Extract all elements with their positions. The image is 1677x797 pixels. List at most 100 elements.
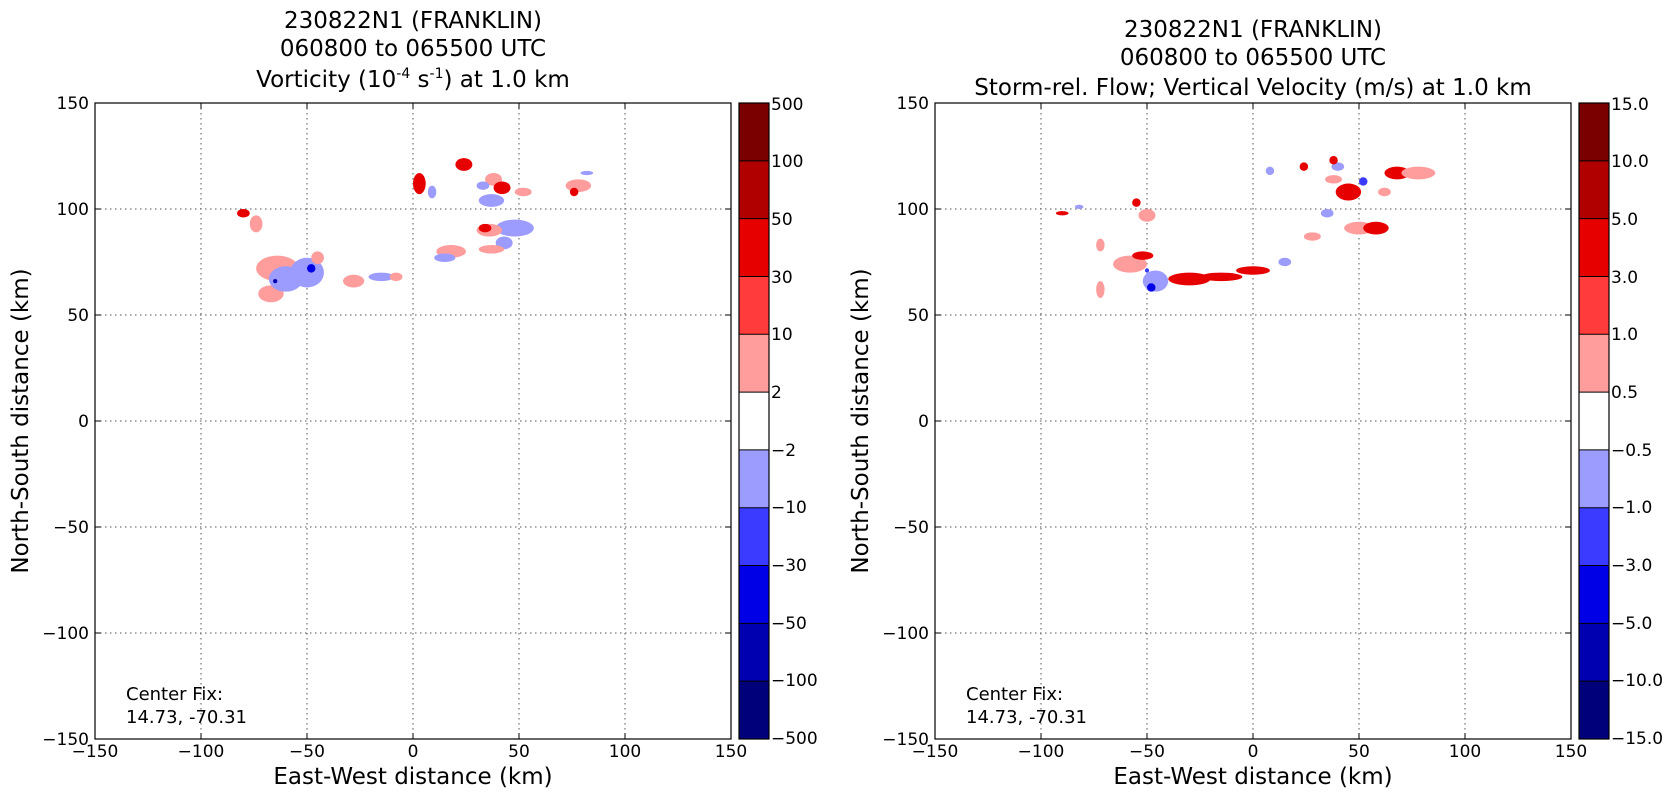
colorbar-frame: [1578, 102, 1610, 740]
colorbar-segment: [739, 160, 769, 219]
velocity-ytick: −150: [882, 730, 929, 750]
vorticity-title-sup2: -1: [430, 66, 444, 82]
velocity-xtick: 50: [1348, 742, 1370, 762]
vorticity-colorbar-label: 10: [771, 325, 793, 345]
vorticity-tick-marks: [94, 102, 732, 740]
velocity-title-line3: Storm-rel. Flow; Vertical Velocity (m/s)…: [974, 75, 1532, 101]
field-contour-blob: [1325, 175, 1343, 184]
vorticity-colorbar-label: −100: [771, 671, 818, 691]
field-contour-blob: [273, 278, 278, 284]
colorbar-frame: [738, 102, 770, 740]
field-contour-blob: [389, 272, 403, 282]
field-contour-blob: [368, 272, 394, 282]
colorbar-segment: [739, 334, 769, 393]
field-contour-blob: [455, 158, 473, 171]
velocity-ylabel: North-South distance (km): [848, 268, 874, 573]
field-contour-blob: [311, 251, 324, 265]
velocity-title-line1: 230822N1 (FRANKLIN): [1124, 17, 1382, 43]
field-contour-blob: [1265, 166, 1275, 176]
velocity-colorbar-label: 0.5: [1611, 383, 1638, 403]
field-contour-blob: [565, 179, 592, 193]
vorticity-ytick: −100: [42, 624, 89, 644]
vorticity-title-line2: 060800 to 065500 UTC: [280, 36, 546, 62]
vorticity-colorbar-label: 30: [771, 268, 793, 288]
velocity-colorbar-label: 15.0: [1611, 95, 1649, 115]
field-contour-blob: [1299, 162, 1309, 171]
vorticity-center-fix-value: 14.73, -70.31: [126, 707, 247, 728]
vertical-velocity-panel: 230822N1 (FRANKLIN) 060800 to 065500 UTC…: [848, 17, 1663, 790]
vorticity-title-sup1: -4: [396, 66, 410, 82]
field-contour-blob: [1331, 162, 1345, 171]
velocity-ytick: 100: [897, 200, 929, 220]
field-contour-blob: [495, 219, 534, 237]
field-contour-blob: [1278, 257, 1292, 267]
vorticity-xtick: −150: [72, 742, 119, 762]
colorbar-segment: [739, 507, 769, 566]
velocity-colorbar-label: −5.0: [1611, 614, 1652, 634]
vorticity-colorbar: [738, 102, 770, 740]
vorticity-xtick: 0: [408, 742, 419, 762]
vorticity-colorbar-label: 2: [771, 383, 782, 403]
velocity-colorbar-label: 5.0: [1611, 210, 1638, 230]
colorbar-segment: [1579, 103, 1609, 161]
field-contour-blob: [434, 253, 456, 262]
field-contour-blob: [1200, 272, 1243, 282]
colorbar-segment: [1579, 160, 1609, 219]
vorticity-xtick: 150: [715, 742, 747, 762]
velocity-colorbar: [1578, 102, 1610, 740]
field-contour-blob: [1132, 198, 1141, 207]
velocity-grid: [935, 103, 1571, 739]
vorticity-xtick: 50: [508, 742, 530, 762]
colorbar-segment: [739, 392, 769, 450]
vorticity-ytick: 150: [57, 94, 89, 114]
vorticity-colorbar-label: −30: [771, 556, 807, 576]
velocity-ytick: −50: [893, 518, 929, 538]
colorbar-segment: [1579, 218, 1609, 277]
vorticity-ytick: 0: [78, 412, 89, 432]
vorticity-xtick: −100: [178, 742, 225, 762]
colorbar-segment: [739, 681, 769, 739]
velocity-center-fix-value: 14.73, -70.31: [966, 707, 1087, 728]
vorticity-colorbar-label: −500: [771, 729, 818, 749]
vorticity-colorbar-label: 100: [771, 152, 803, 172]
field-contour-blob: [307, 264, 316, 273]
colorbar-segment: [739, 218, 769, 277]
field-contour-blob: [569, 187, 579, 197]
colorbar-segment: [739, 103, 769, 161]
velocity-xtick: 0: [1248, 742, 1259, 762]
vorticity-title-line1: 230822N1 (FRANKLIN): [284, 8, 542, 34]
field-contour-blob: [580, 170, 594, 176]
colorbar-segment: [1579, 276, 1609, 335]
velocity-xtick: −100: [1018, 742, 1065, 762]
vorticity-colorbar-label: 500: [771, 95, 803, 115]
field-contour-blob: [1401, 166, 1436, 180]
vorticity-xtick: −50: [289, 742, 325, 762]
field-contour-blob: [1168, 272, 1211, 286]
velocity-xtick: 150: [1555, 742, 1587, 762]
field-contour-blob: [1113, 255, 1148, 273]
vorticity-colorbar-label: −10: [771, 498, 807, 518]
vorticity-ylabel: North-South distance (km): [8, 268, 34, 573]
velocity-ytick: −100: [882, 624, 929, 644]
field-contour-blob: [1384, 166, 1410, 180]
colorbar-segment: [1579, 565, 1609, 624]
velocity-ytick: 50: [907, 306, 929, 326]
vorticity-colorbar-label: −2: [771, 441, 796, 461]
velocity-title-line2: 060800 to 065500 UTC: [1120, 45, 1386, 71]
colorbar-segment: [739, 449, 769, 508]
velocity-colorbar-label: −1.0: [1611, 498, 1652, 518]
velocity-ytick: 150: [897, 94, 929, 114]
colorbar-segment: [739, 276, 769, 335]
field-contour-blob: [493, 181, 511, 195]
velocity-colorbar-label: 3.0: [1611, 268, 1638, 288]
velocity-center-fix-label: Center Fix:: [966, 684, 1063, 705]
field-contour-blob: [1378, 187, 1391, 197]
field-contour-blob: [476, 181, 490, 190]
velocity-colorbar-label: −3.0: [1611, 556, 1652, 576]
vorticity-ytick: −150: [42, 730, 89, 750]
velocity-ytick: 0: [918, 412, 929, 432]
vorticity-colorbar-label: 50: [771, 210, 793, 230]
field-contour-blob: [1363, 221, 1389, 235]
field-contour-blob: [290, 257, 324, 288]
